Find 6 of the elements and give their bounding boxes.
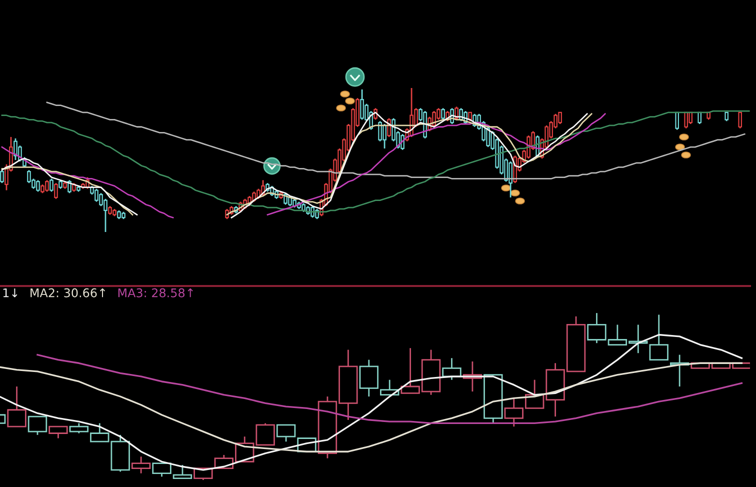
text: MA3: 28.58↑ [118,288,193,298]
candlestick [649,314,668,360]
candlestick [675,112,679,130]
text: 1↓ [3,288,18,298]
text: MA2: 30.66↑ [30,288,106,298]
candlestick [738,112,742,130]
